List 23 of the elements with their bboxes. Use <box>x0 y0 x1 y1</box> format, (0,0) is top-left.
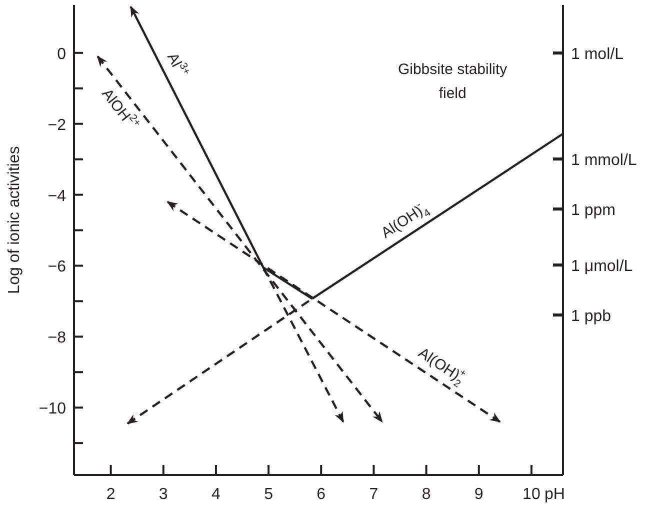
y-tick-label: −8 <box>48 330 66 347</box>
x-tick-label: 6 <box>316 486 326 503</box>
y-axis-title: Log of ionic activities <box>6 146 23 294</box>
y-tick-label: −10 <box>38 400 66 418</box>
x-tick-label: 5 <box>264 486 274 503</box>
text: 1 mol/L <box>571 46 624 63</box>
y-tick-label: −2 <box>48 116 66 134</box>
x-tick-label: 4 <box>212 486 221 503</box>
x-tick-label: 3 <box>158 486 168 503</box>
annotation: Gibbsite stability field <box>398 61 508 102</box>
y-tick-label: 0 <box>57 46 66 63</box>
x-tick-label: 8 <box>422 486 431 503</box>
text: 1 ppm <box>571 202 616 219</box>
x-tick-label: 9 <box>474 486 484 503</box>
y-tick-label: −4 <box>48 188 66 205</box>
x-tick-label: 2 <box>106 486 116 503</box>
x-axis-title: pH <box>544 486 565 503</box>
text: 1 μmol/L <box>571 258 633 275</box>
text: 1 mmol/L <box>571 152 637 169</box>
x-tick-label: 7 <box>369 486 378 503</box>
y-tick-label: −6 <box>48 258 66 276</box>
text: 1 ppb <box>571 308 612 325</box>
x-tick-label: 10 <box>522 486 540 503</box>
